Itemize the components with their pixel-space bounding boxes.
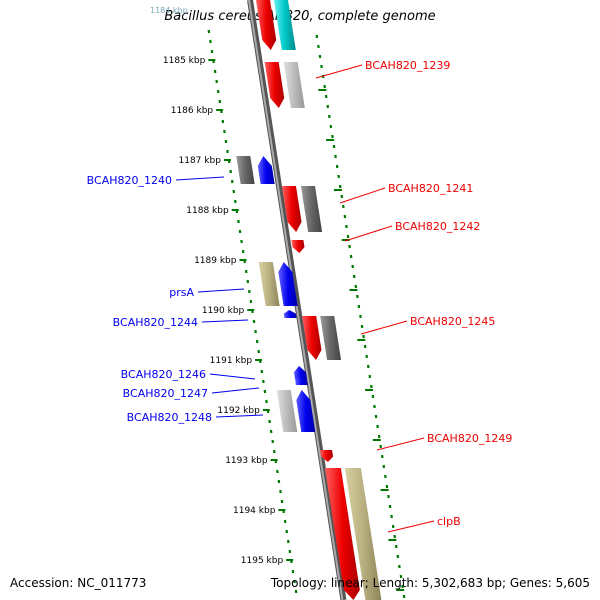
gene-feature[interactable] <box>324 468 360 600</box>
callout-line <box>197 288 245 293</box>
gene-label-forward[interactable]: BCAH820_1247 <box>123 387 208 400</box>
callout-line <box>376 437 425 451</box>
callout-line <box>209 373 256 380</box>
gene-label-forward[interactable]: prsA <box>169 286 194 299</box>
gene-feature[interactable] <box>302 316 322 360</box>
gene-label-forward[interactable]: BCAH820_1240 <box>87 174 172 187</box>
gene-feature[interactable] <box>296 390 316 432</box>
callout-line <box>201 319 249 323</box>
gene-feature[interactable] <box>257 156 275 184</box>
gene-features <box>236 0 382 600</box>
gene-label-reverse[interactable]: BCAH820_1245 <box>410 315 495 328</box>
gene-feature[interactable] <box>278 262 298 306</box>
gene-callouts: BCAH820_1240 prsA BCAH820_1244 BCAH820_1246… <box>87 59 512 533</box>
scale-label: 1186 kbp <box>171 106 214 116</box>
gene-feature[interactable] <box>320 316 342 360</box>
genome-title: Bacillus cereus AH820, complete genome <box>164 9 436 24</box>
gene-label-forward[interactable]: BCAH820_1248 <box>127 411 212 424</box>
callout-line <box>315 64 363 79</box>
callout-line <box>387 520 435 533</box>
gene-feature[interactable] <box>281 186 302 232</box>
gene-label-forward[interactable]: BCAH820_1244 <box>113 316 198 329</box>
scale-label: 1185 kbp <box>163 56 206 66</box>
gene-feature[interactable] <box>291 240 305 253</box>
gene-label-forward[interactable]: BCAH820_1246 <box>121 368 206 381</box>
accession-text: Accession: NC_011773 <box>10 576 147 590</box>
gene-label-reverse[interactable]: clpB <box>437 515 461 528</box>
callout-line <box>339 187 386 204</box>
gene-feature[interactable] <box>320 450 334 462</box>
scale-label: 1192 kbp <box>217 406 260 416</box>
scale-labels: 1184 kbp 1185 kbp 1186 kbp 1187 kbp 1188 kbp… <box>150 6 283 566</box>
scale-label: 1191 kbp <box>210 356 253 366</box>
scale-label: 1189 kbp <box>194 256 237 266</box>
scale-label: 1190 kbp <box>202 306 245 316</box>
gene-feature[interactable] <box>274 0 296 50</box>
gene-label-reverse[interactable]: BCAH820_1241 <box>388 182 473 195</box>
gene-feature[interactable] <box>344 468 382 600</box>
gene-feature[interactable] <box>276 390 298 432</box>
gene-label-reverse[interactable]: BCAH820_1239 <box>365 59 450 72</box>
scale-label: 1188 kbp <box>186 206 229 216</box>
gene-label-reverse[interactable]: BCAH820_1242 <box>395 220 480 233</box>
gene-feature[interactable] <box>236 156 255 184</box>
gene-feature[interactable] <box>293 366 308 380</box>
gene-feature[interactable] <box>283 62 305 108</box>
gene-feature[interactable] <box>300 186 323 232</box>
scale-label: 1195 kbp <box>241 556 284 566</box>
callout-line <box>211 387 260 394</box>
genome-summary-text: Topology: linear; Length: 5,302,683 bp; … <box>270 576 590 590</box>
scale-label: 1193 kbp <box>225 456 268 466</box>
gene-feature[interactable] <box>258 262 280 306</box>
gene-feature[interactable] <box>295 377 308 385</box>
gene-feature[interactable] <box>264 62 285 108</box>
callout-line <box>215 414 264 418</box>
gene-feature[interactable] <box>256 0 277 50</box>
callout-line <box>175 176 225 181</box>
gene-feature[interactable] <box>283 310 297 318</box>
callout-line <box>360 320 408 335</box>
scale-label-partial: 1184 kbp <box>150 6 188 15</box>
scale-label: 1194 kbp <box>233 506 276 516</box>
scale-ruler-ticks <box>207 29 406 599</box>
scale-label: 1187 kbp <box>179 156 222 166</box>
gene-label-reverse[interactable]: BCAH820_1249 <box>427 432 512 445</box>
callout-line <box>344 225 393 242</box>
